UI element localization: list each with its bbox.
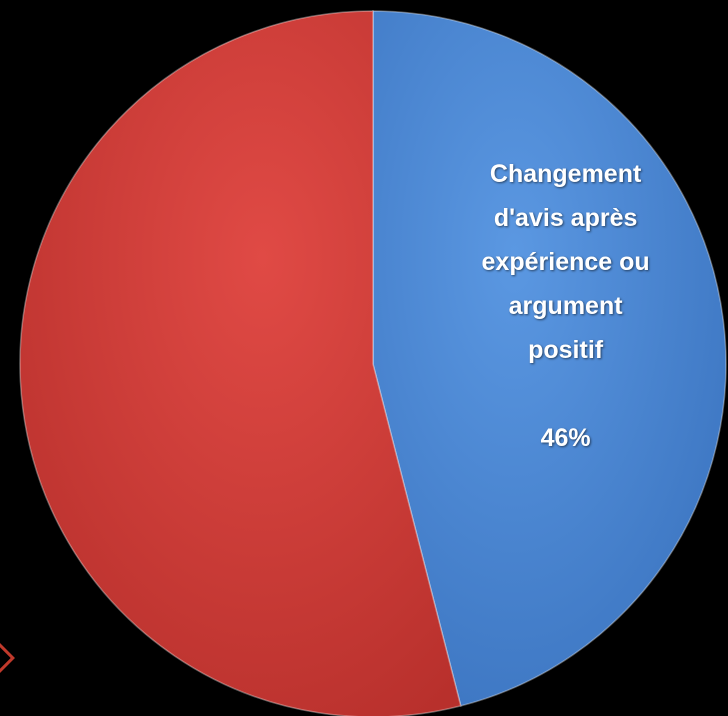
slice-label-line-3: expérience ou [481,247,650,276]
slice-label-line-5: positif [528,335,604,364]
pie-slice-1 [372,10,727,707]
slice-label-line-4: argument [508,291,623,320]
pie-slices [19,10,727,716]
slice-value-label: 46% [540,423,591,452]
slice-label-line-1: Changement [489,159,642,188]
slice-label-line-2: d'avis après [493,203,638,232]
pie-slice-2 [19,10,462,716]
slice-label-changement: Changement d'avis après expérience ou ar… [456,152,676,460]
